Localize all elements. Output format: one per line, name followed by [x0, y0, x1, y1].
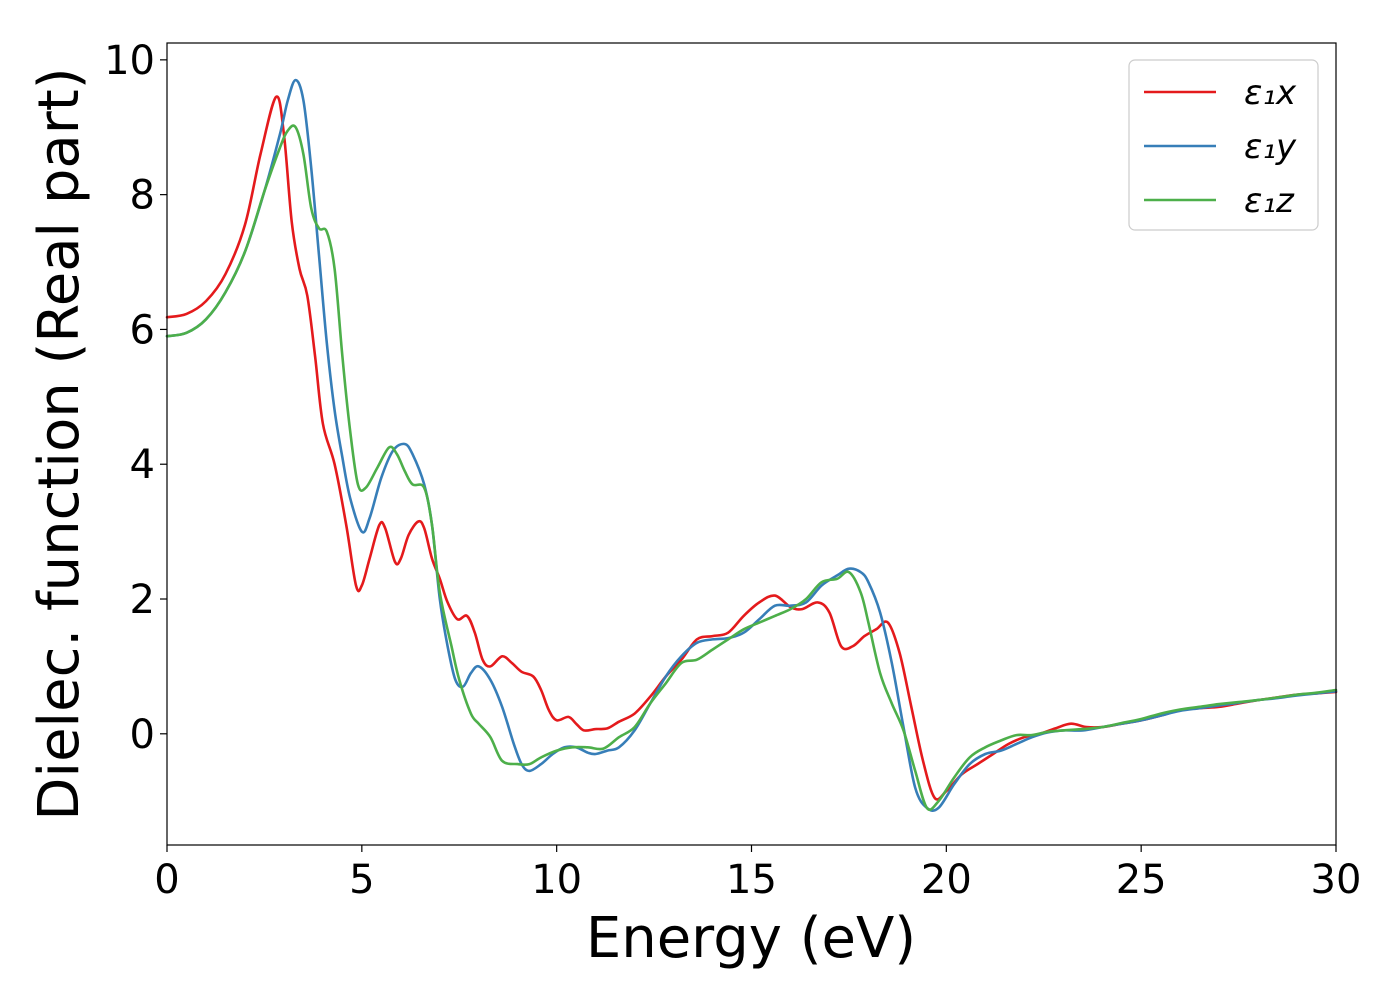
legend-label-1: ε₁y — [1244, 127, 1297, 167]
legend-label-2: ε₁z — [1244, 181, 1295, 221]
legend: ε₁x ε₁y ε₁z — [1128, 59, 1319, 231]
legend-label-0: ε₁x — [1244, 73, 1297, 113]
y-tick-label: 10 — [104, 38, 155, 84]
x-tick-label: 30 — [1311, 857, 1362, 903]
x-tick-label: 5 — [349, 857, 374, 903]
x-tick-label: 10 — [531, 857, 582, 903]
x-tick-label: 25 — [1116, 857, 1167, 903]
y-tick-label: 4 — [130, 442, 155, 488]
y-axis-title: Dielec. function (Real part) — [27, 67, 92, 820]
x-tick-label: 20 — [921, 857, 972, 903]
series-layer — [165, 78, 1338, 812]
x-tick-label: 0 — [154, 857, 179, 903]
y-tick-label: 8 — [130, 173, 155, 219]
legend-box — [1128, 59, 1319, 231]
y-tick-label: 6 — [130, 307, 155, 353]
y-tick-label: 2 — [130, 577, 155, 623]
y-axis: 0 2 4 6 8 10 — [104, 38, 167, 758]
series-line-2 — [165, 124, 1338, 811]
x-axis-title: Energy (eV) — [586, 906, 916, 971]
x-axis: 0 5 10 15 20 25 30 — [154, 845, 1361, 903]
series-line-0 — [165, 95, 1338, 801]
x-tick-label: 15 — [726, 857, 777, 903]
y-tick-label: 0 — [130, 712, 155, 758]
